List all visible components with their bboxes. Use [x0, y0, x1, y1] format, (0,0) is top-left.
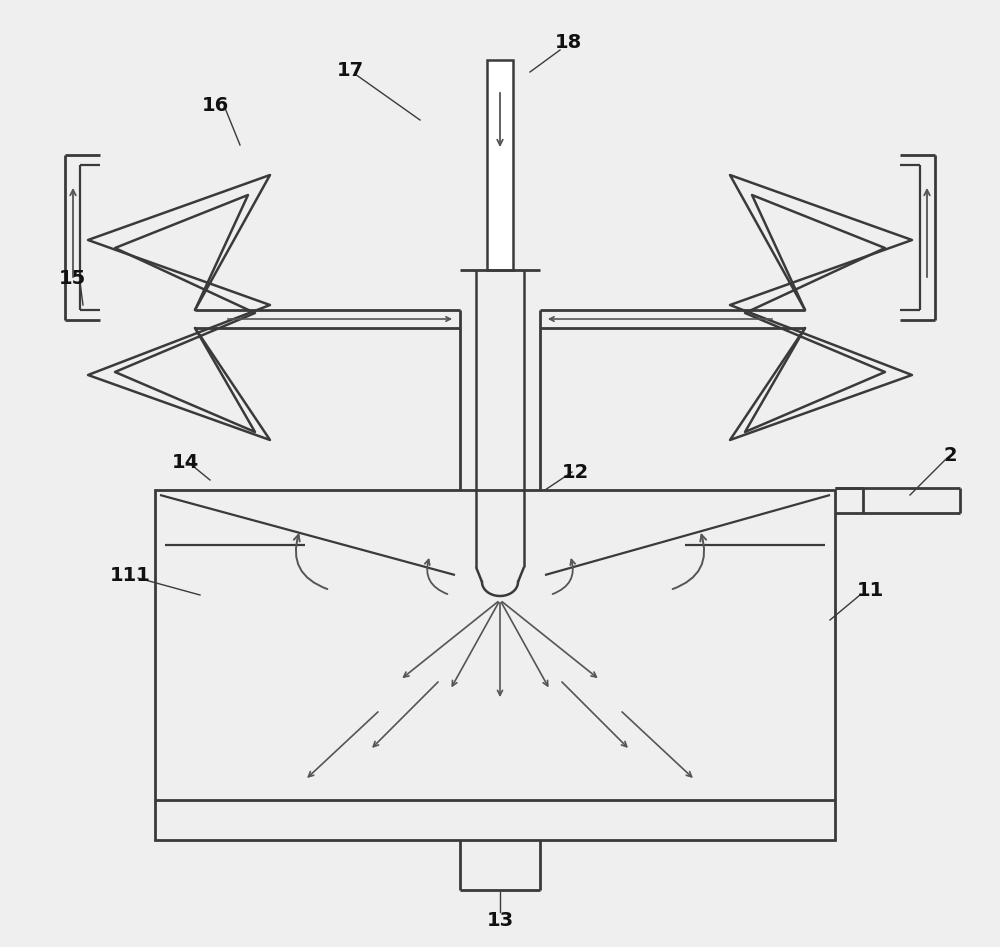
Bar	[155, 490, 835, 840]
Text: 11: 11	[856, 581, 884, 599]
Text: 15: 15	[58, 269, 86, 288]
Text: 12: 12	[561, 462, 589, 481]
Text: 16: 16	[201, 96, 229, 115]
Text: 14: 14	[171, 453, 199, 472]
Text: 2: 2	[943, 445, 957, 464]
Bar	[487, 60, 513, 270]
Text: 18: 18	[554, 32, 582, 51]
Text: 111: 111	[110, 565, 150, 584]
Text: 17: 17	[336, 61, 364, 80]
Text: 13: 13	[486, 910, 514, 930]
